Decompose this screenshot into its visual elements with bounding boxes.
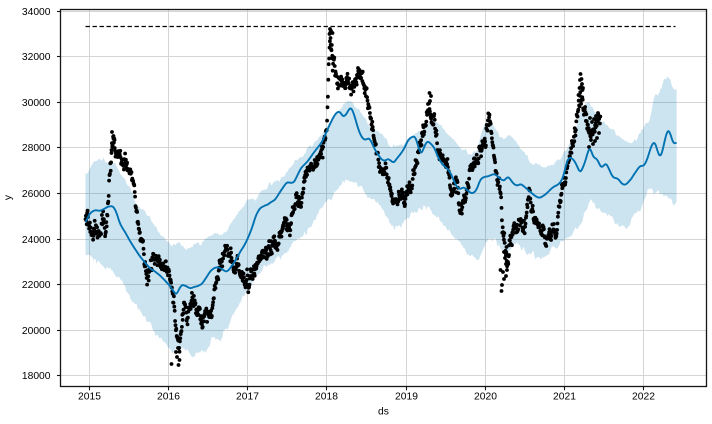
svg-text:18000: 18000 xyxy=(22,371,51,382)
svg-text:20000: 20000 xyxy=(22,326,51,337)
svg-text:ds: ds xyxy=(378,407,389,418)
svg-text:2018: 2018 xyxy=(315,392,338,403)
svg-text:32000: 32000 xyxy=(22,52,51,63)
svg-text:y: y xyxy=(3,194,14,200)
svg-text:28000: 28000 xyxy=(22,143,51,154)
svg-text:34000: 34000 xyxy=(22,7,51,18)
svg-text:2020: 2020 xyxy=(474,392,497,403)
svg-text:2016: 2016 xyxy=(157,392,180,403)
svg-text:2015: 2015 xyxy=(78,392,101,403)
svg-text:2019: 2019 xyxy=(395,392,418,403)
svg-text:26000: 26000 xyxy=(22,189,51,200)
svg-text:30000: 30000 xyxy=(22,98,51,109)
svg-text:22000: 22000 xyxy=(22,280,51,291)
svg-text:2017: 2017 xyxy=(236,392,259,403)
svg-text:2022: 2022 xyxy=(632,392,655,403)
svg-text:2021: 2021 xyxy=(553,392,576,403)
svg-text:24000: 24000 xyxy=(22,235,51,246)
